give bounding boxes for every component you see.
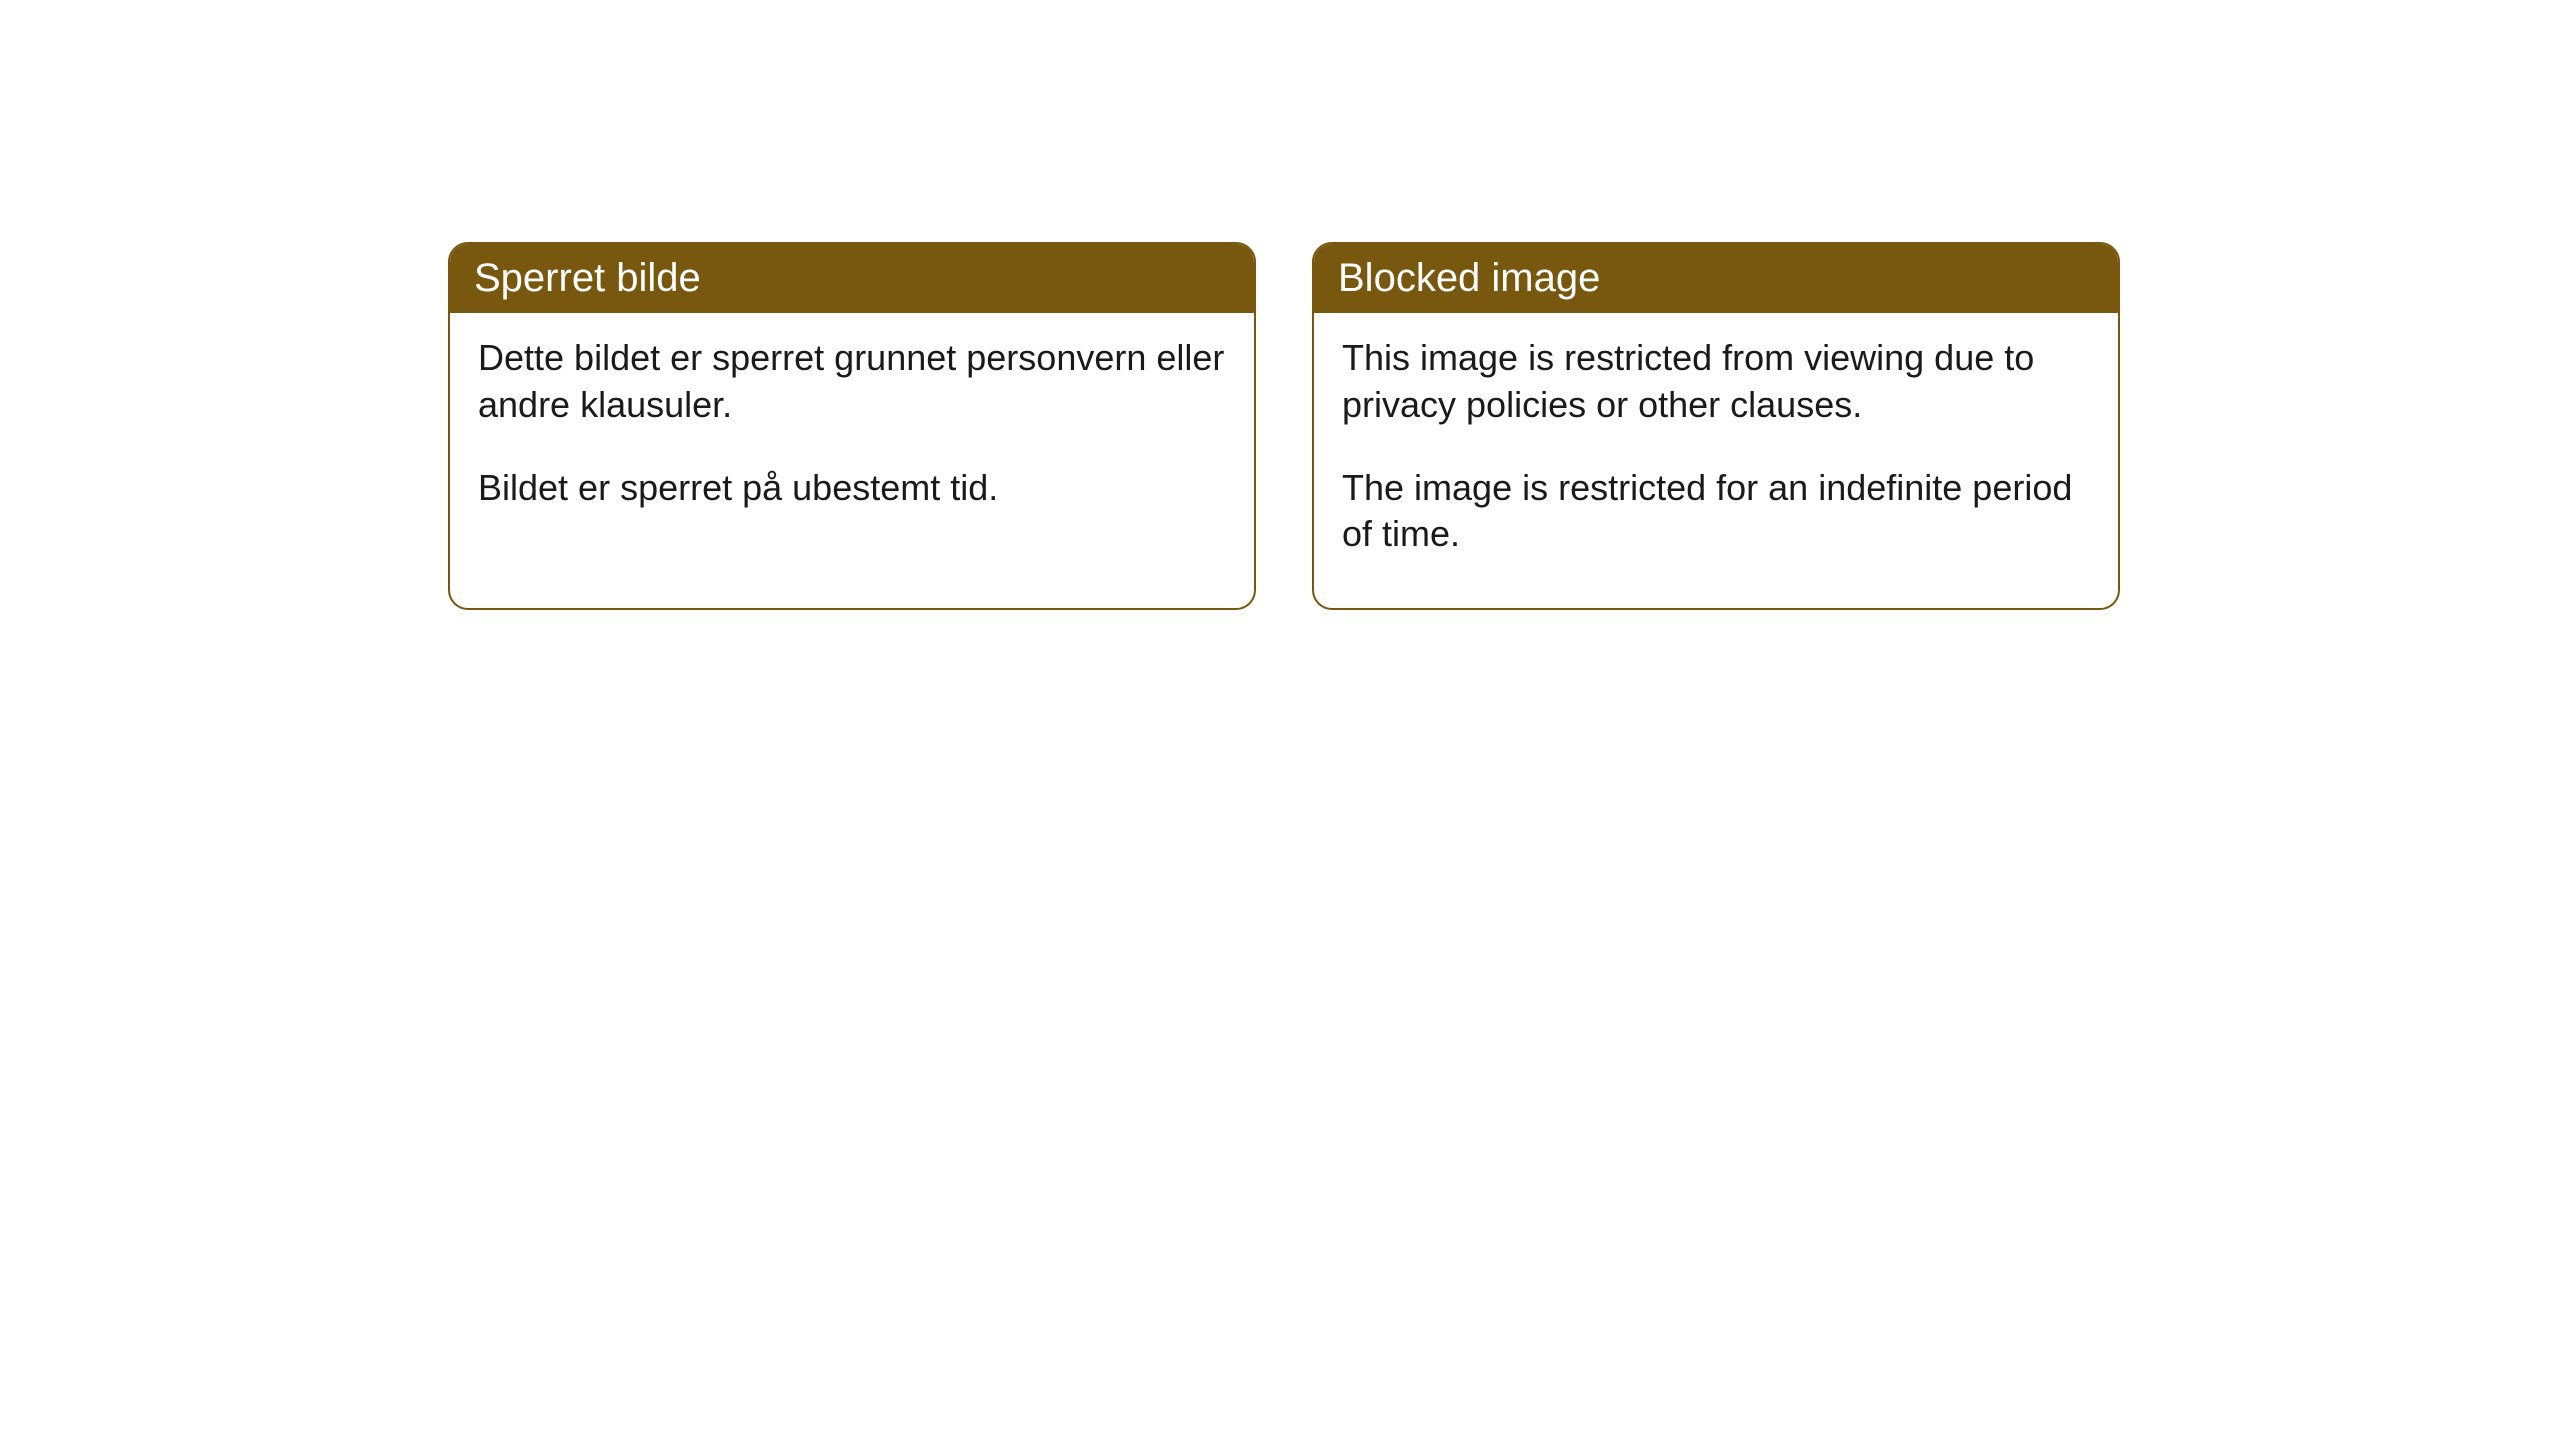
card-body: Dette bildet er sperret grunnet personve… bbox=[450, 313, 1254, 561]
blocked-image-card-norwegian: Sperret bilde Dette bildet er sperret gr… bbox=[448, 242, 1256, 610]
notice-cards-container: Sperret bilde Dette bildet er sperret gr… bbox=[0, 0, 2560, 610]
notice-text-line-1: Dette bildet er sperret grunnet personve… bbox=[478, 335, 1226, 429]
notice-text-line-2: The image is restricted for an indefinit… bbox=[1342, 465, 2090, 559]
notice-text-line-1: This image is restricted from viewing du… bbox=[1342, 335, 2090, 429]
card-title: Sperret bilde bbox=[450, 244, 1254, 313]
blocked-image-card-english: Blocked image This image is restricted f… bbox=[1312, 242, 2120, 610]
notice-text-line-2: Bildet er sperret på ubestemt tid. bbox=[478, 465, 1226, 512]
card-title: Blocked image bbox=[1314, 244, 2118, 313]
card-body: This image is restricted from viewing du… bbox=[1314, 313, 2118, 608]
